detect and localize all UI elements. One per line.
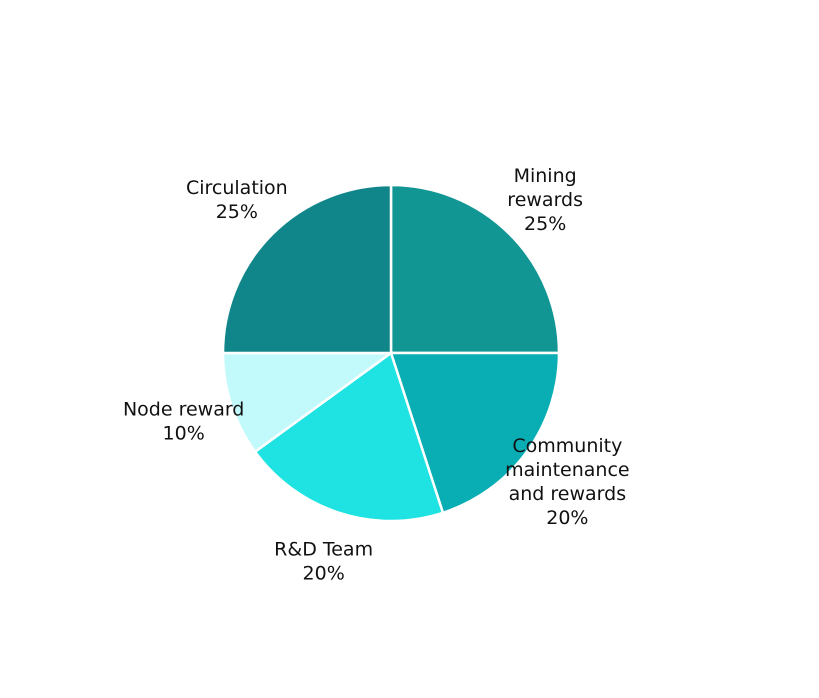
pie-label-mining-rewards: Mining rewards 25% xyxy=(507,165,583,235)
pie-label-text: Community xyxy=(512,435,622,457)
pie-slice-mining-rewards xyxy=(389,183,561,355)
pie-slice-node-reward xyxy=(221,351,395,454)
pie-label-percent: 20% xyxy=(546,507,588,529)
pie-label-percent: 25% xyxy=(216,201,258,223)
pie-label-percent: 20% xyxy=(303,562,345,584)
pie-label-text: R&D Team xyxy=(274,538,373,560)
pie-label-community-maintenance-and-rewards: Community maintenance and rewards 20% xyxy=(505,435,629,529)
pie-slice-randd-team xyxy=(253,350,445,523)
pie-slice-community-maintenance-and-rewards xyxy=(389,351,561,515)
pie-label-text: Circulation xyxy=(186,177,288,199)
pie-label-text: maintenance xyxy=(505,459,629,481)
pie-label-circulation: Circulation 25% xyxy=(186,177,288,223)
pie-slice-circulation xyxy=(221,183,393,355)
pie-label-text: Mining xyxy=(514,165,577,187)
pie-label-text: and rewards xyxy=(509,483,627,505)
pie-label-randd-team: R&D Team 20% xyxy=(274,538,373,584)
pie-label-node-reward: Node reward 10% xyxy=(123,398,244,444)
pie-label-text: Node reward xyxy=(123,398,244,420)
pie-slices xyxy=(221,183,561,523)
pie-labels: Mining rewards 25%Community maintenance and … xyxy=(123,165,630,584)
pie-label-percent: 10% xyxy=(163,422,205,444)
pie-label-text: rewards xyxy=(507,189,583,211)
pie-label-percent: 25% xyxy=(524,213,566,235)
